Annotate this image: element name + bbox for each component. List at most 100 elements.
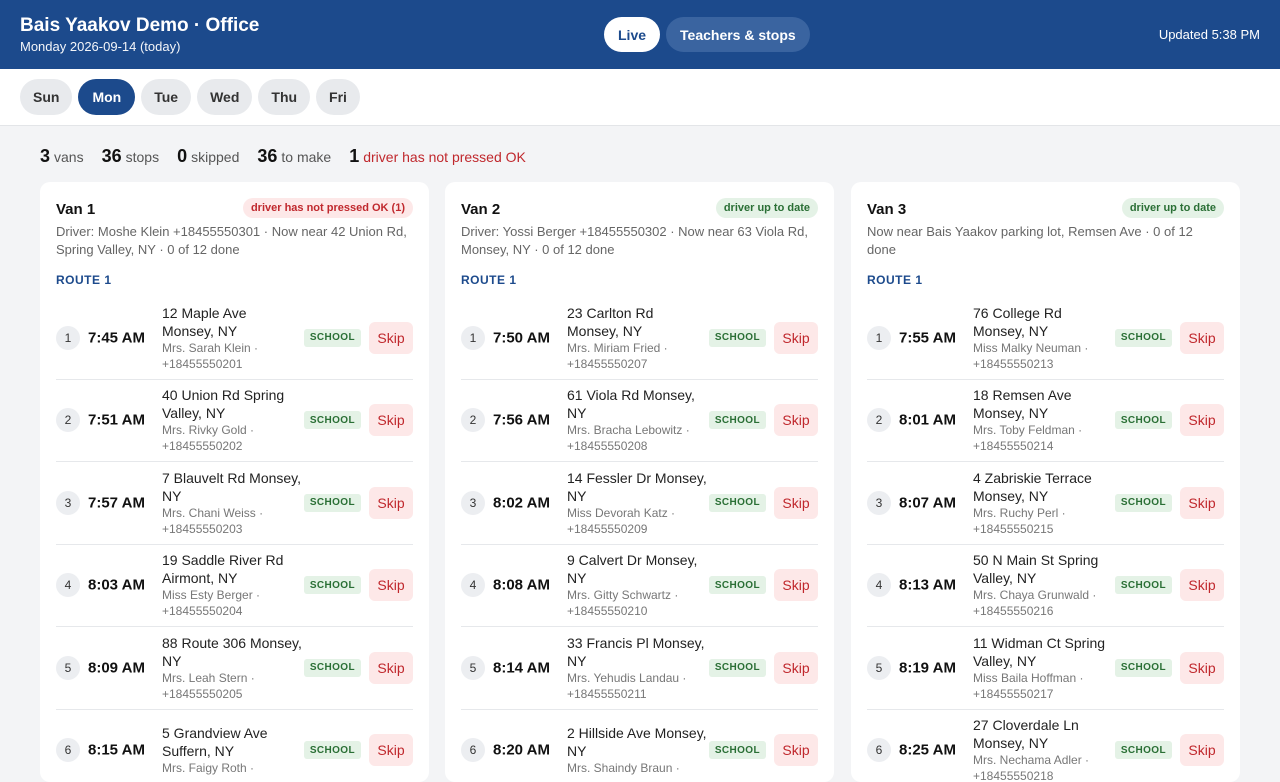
stop-contact: Mrs. Miriam Fried · +18455550207 [567, 340, 707, 372]
stop-address: 9 Calvert Dr Monsey, NY [567, 551, 707, 587]
skip-button[interactable]: Skip [774, 569, 818, 601]
stop-contact: Miss Esty Berger · +18455550204 [162, 587, 302, 619]
day-tab-thu[interactable]: Thu [258, 79, 310, 115]
skip-button[interactable]: Skip [774, 322, 818, 354]
skip-button[interactable]: Skip [774, 734, 818, 766]
skip-button[interactable]: Skip [1180, 322, 1224, 354]
tab-teachers-stops[interactable]: Teachers & stops [666, 17, 810, 52]
stop-number: 4 [56, 573, 80, 597]
stop-contact: Mrs. Gitty Schwartz · +18455550210 [567, 587, 707, 619]
stop-number: 1 [56, 326, 80, 350]
skip-button[interactable]: Skip [1180, 652, 1224, 684]
stop-address: 19 Saddle River Rd Airmont, NY [162, 551, 302, 587]
skip-button[interactable]: Skip [774, 652, 818, 684]
stop-address: 50 N Main St Spring Valley, NY [973, 551, 1113, 587]
stop-address: 61 Viola Rd Monsey, NY [567, 386, 707, 422]
day-tab-mon[interactable]: Mon [78, 79, 135, 115]
stop-contact: Miss Devorah Katz · +18455550209 [567, 505, 707, 537]
school-tag: SCHOOL [1115, 494, 1172, 512]
skip-button[interactable]: Skip [369, 322, 413, 354]
school-tag: SCHOOL [304, 329, 361, 347]
stop-number: 5 [56, 656, 80, 680]
van-name: Van 3 [867, 201, 906, 218]
stop-time: 7:50 AM [493, 329, 550, 346]
stop-contact: Mrs. Chaya Grunwald · +18455550216 [973, 587, 1113, 619]
school-tag: SCHOOL [304, 576, 361, 594]
skip-button[interactable]: Skip [369, 734, 413, 766]
app-brand: Bais Yaakov Demo · Office Monday 2026-09… [20, 14, 259, 56]
stop-number: 4 [867, 573, 891, 597]
day-tab-wed[interactable]: Wed [197, 79, 252, 115]
skip-button[interactable]: Skip [369, 652, 413, 684]
updated-timestamp: Updated 5:38 PM [1159, 27, 1260, 42]
skip-button[interactable]: Skip [1180, 487, 1224, 519]
app-title: Bais Yaakov Demo · Office [20, 14, 259, 38]
stop-number: 6 [867, 738, 891, 762]
day-tab-fri[interactable]: Fri [316, 79, 360, 115]
stop-address: 33 Francis Pl Monsey, NY [567, 634, 707, 670]
skip-button[interactable]: Skip [369, 569, 413, 601]
stop-address: 7 Blauvelt Rd Monsey, NY [162, 469, 302, 505]
day-tab-tue[interactable]: Tue [141, 79, 191, 115]
stop-address: 40 Union Rd Spring Valley, NY [162, 386, 302, 422]
van-card-1: Van 1 driver has not pressed OK (1) Driv… [40, 182, 429, 782]
stop-number: 2 [56, 408, 80, 432]
stop-number: 1 [867, 326, 891, 350]
driver-status-badge: driver has not pressed OK (1) [243, 198, 413, 218]
stop-time: 8:01 AM [899, 412, 956, 429]
skip-button[interactable]: Skip [1180, 734, 1224, 766]
stop-number: 3 [461, 491, 485, 515]
driver-info: Now near Bais Yaakov parking lot, Remsen… [867, 223, 1224, 259]
stop-number: 3 [56, 491, 80, 515]
school-tag: SCHOOL [1115, 411, 1172, 429]
stop-contact: Mrs. Toby Feldman · +18455550214 [973, 422, 1113, 454]
route-label: ROUTE 1 [461, 273, 818, 287]
skip-button[interactable]: Skip [774, 404, 818, 436]
stop-time: 8:07 AM [899, 494, 956, 511]
stop-number: 5 [867, 656, 891, 680]
day-tab-sun[interactable]: Sun [20, 79, 72, 115]
stop-address: 76 College Rd Monsey, NY [973, 304, 1113, 340]
school-tag: SCHOOL [1115, 659, 1172, 677]
stop-address: 18 Remsen Ave Monsey, NY [973, 386, 1113, 422]
stop-address: 14 Fessler Dr Monsey, NY [567, 469, 707, 505]
route-label: ROUTE 1 [867, 273, 1224, 287]
stop-contact: Mrs. Rivky Gold · +18455550202 [162, 422, 302, 454]
stop-contact: Miss Malky Neuman · +18455550213 [973, 340, 1113, 372]
skip-button[interactable]: Skip [1180, 404, 1224, 436]
skip-button[interactable]: Skip [369, 404, 413, 436]
driver-status-badge: driver up to date [1122, 198, 1224, 218]
school-tag: SCHOOL [709, 329, 766, 347]
tab-live[interactable]: Live [604, 17, 660, 52]
stop-number: 6 [56, 738, 80, 762]
stop-time: 8:08 AM [493, 577, 550, 594]
stop-contact: Mrs. Ruchy Perl · +18455550215 [973, 505, 1113, 537]
school-tag: SCHOOL [304, 659, 361, 677]
skip-button[interactable]: Skip [369, 487, 413, 519]
stop-contact: Mrs. Nechama Adler · +18455550218 [973, 752, 1113, 782]
skip-button[interactable]: Skip [774, 487, 818, 519]
driver-status-badge: driver up to date [716, 198, 818, 218]
skip-button[interactable]: Skip [1180, 569, 1224, 601]
